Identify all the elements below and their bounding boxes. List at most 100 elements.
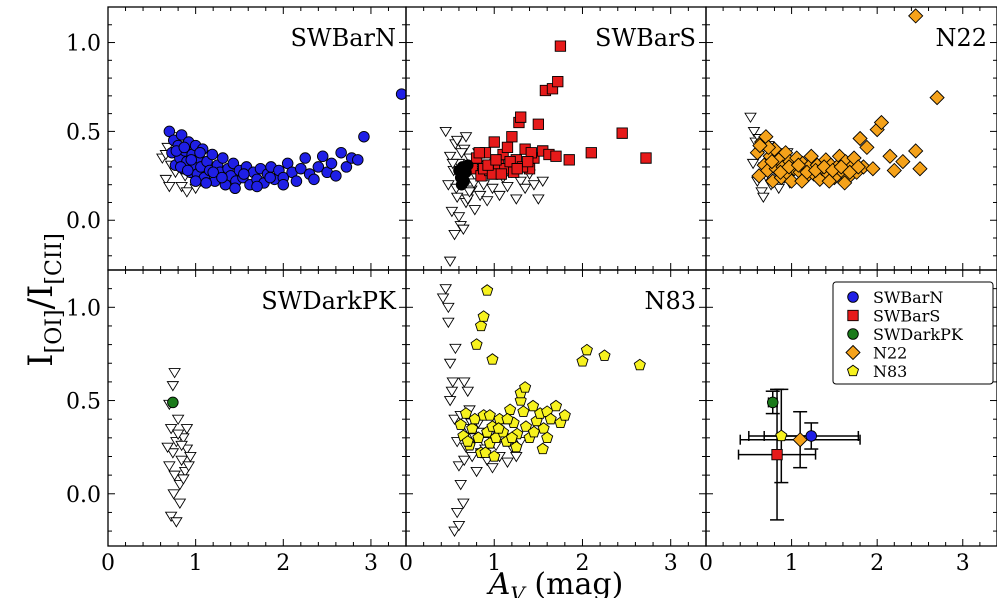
point-dark	[455, 178, 468, 191]
y-label-i2: I	[21, 285, 61, 298]
point-n83	[504, 403, 517, 416]
point-n83	[527, 425, 540, 438]
point-upper-limits	[442, 317, 455, 329]
point-swbarn	[185, 154, 198, 166]
point-upper-limits	[439, 284, 453, 295]
point-upper-limits	[527, 180, 541, 191]
point-swbars	[488, 136, 500, 148]
point-swbars	[525, 147, 537, 159]
point-upper-limits	[452, 212, 466, 223]
x-label-v: V	[510, 582, 527, 598]
legend-label-swdarkpk: SWDarkPK	[873, 325, 964, 344]
point-n83	[483, 409, 496, 421]
point-upper-limits	[167, 489, 181, 500]
y-tick-label: 1.0	[66, 32, 101, 57]
point-n22	[794, 173, 810, 189]
point-upper-limits	[457, 498, 470, 509]
point-upper-limits	[166, 381, 180, 392]
point-n83	[527, 399, 540, 412]
panel-marks	[436, 284, 646, 537]
panel-title: SWBarS	[595, 24, 696, 52]
point-upper-limits	[461, 194, 475, 205]
point-upper-limits	[450, 507, 464, 519]
point-upper-limits	[443, 151, 457, 163]
point-upper-limits	[168, 368, 181, 379]
point-n22	[908, 8, 924, 24]
point-swbarn	[308, 173, 320, 186]
point-swbarn	[178, 141, 191, 154]
point-upper-limits	[452, 461, 466, 472]
point-swbars	[552, 75, 564, 88]
point-swbars	[550, 150, 562, 162]
point-n83	[492, 422, 505, 434]
point-upper-limits	[443, 256, 457, 267]
point-upper-limits	[514, 176, 528, 188]
x-tick-label: 0	[699, 551, 713, 576]
point-swbars	[585, 147, 597, 159]
y-tick-label: 0.0	[66, 209, 101, 234]
point-upper-limits	[468, 205, 482, 216]
point-swbars	[506, 131, 518, 143]
panel-marks	[744, 8, 945, 204]
point-n83	[479, 446, 492, 458]
point-upper-limits	[455, 148, 468, 159]
point-n22	[929, 89, 945, 106]
point-swbars	[563, 154, 575, 166]
panel-marks	[439, 40, 652, 267]
point-upper-limits	[175, 182, 188, 193]
panel-swdarkpk: SWDarkPK 0.0 0.5 1.0 0 1 2 3	[66, 269, 407, 576]
point-upper-limits	[518, 183, 532, 195]
point-swbars	[522, 155, 534, 168]
y-label-slash: /	[21, 297, 61, 309]
point-upper-limits	[757, 192, 770, 204]
y-tick-label: 1.0	[66, 296, 101, 321]
point-n22	[837, 175, 853, 191]
legend-marker-n22	[845, 344, 861, 361]
point-upper-limits	[180, 424, 194, 435]
point-n22	[908, 143, 924, 159]
point-upper-limits	[532, 194, 545, 205]
point-upper-limits	[446, 377, 460, 388]
point-upper-limits	[473, 190, 487, 202]
panel-title: SWBarN	[290, 24, 396, 52]
point-swbarn	[194, 146, 206, 159]
x-label-a: A	[486, 567, 511, 598]
point-swbarn	[175, 129, 188, 141]
point-swbarn	[216, 171, 228, 184]
point-upper-limits	[463, 187, 476, 198]
point-swbars	[495, 168, 507, 180]
point-swdarkpk	[167, 396, 179, 409]
point-n83	[505, 431, 518, 443]
point-upper-limits	[747, 126, 761, 138]
point-n83	[580, 343, 593, 356]
point-swbars	[511, 163, 523, 175]
point-swbarn	[335, 146, 347, 159]
point-swbarn	[182, 164, 194, 177]
point-swbarn	[352, 154, 364, 166]
point-upper-limits	[159, 174, 173, 186]
point-n22	[821, 173, 837, 189]
x-tick-label: 3	[956, 551, 970, 576]
point-swbarn	[312, 161, 325, 173]
point-n83	[544, 412, 557, 425]
y-label-sub-oi: [OI]	[42, 309, 67, 353]
point-n22	[792, 432, 808, 448]
point-upper-limits	[442, 302, 455, 314]
point-upper-limits	[493, 190, 506, 202]
x-label-unit: (mag)	[525, 567, 623, 598]
point-upper-limits	[164, 424, 178, 435]
point-n22	[852, 130, 868, 147]
point-upper-limits	[452, 521, 466, 532]
point-swbarn	[325, 157, 338, 170]
point-upper-limits	[509, 194, 523, 205]
point-swbarn	[295, 162, 307, 175]
point-upper-limits	[449, 343, 462, 355]
point-upper-limits	[744, 112, 757, 124]
point-upper-limits	[177, 474, 190, 485]
point-n83	[486, 353, 499, 365]
legend-marker-swbarn	[847, 291, 859, 303]
point-upper-limits	[171, 429, 185, 440]
x-tick-label: 0	[399, 551, 413, 576]
point-n83	[459, 407, 473, 419]
